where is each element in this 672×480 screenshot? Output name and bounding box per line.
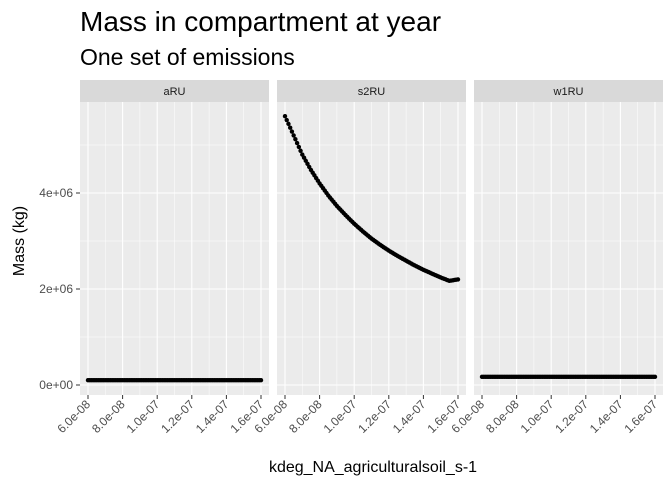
x-tick-label: 1.6e-07 [621,397,660,436]
data-point [287,125,293,130]
x-tick-label: 8.0e-08 [483,397,522,436]
data-point [652,374,658,380]
x-tick-label: 1.0e-07 [124,397,163,436]
x-tick-label: 1.4e-07 [390,397,429,436]
data-point [291,133,296,138]
x-tick-label: 1.2e-07 [552,397,591,436]
y-tick-label: 2e+06 [39,282,73,296]
data-point [298,148,303,153]
data-point [286,121,291,127]
x-tick-label: 6.0e-08 [54,397,93,436]
facet-panel: aRU [80,80,269,395]
facet-panel: s2RU [277,80,466,395]
x-tick-label: 1.0e-07 [518,397,557,436]
data-point [282,114,288,119]
x-tick-label: 8.0e-08 [89,397,128,436]
chart-title: Mass in compartment at year [80,6,441,37]
data-point [294,140,300,146]
data-point [258,378,264,383]
facet-strip [80,80,269,102]
x-tick-label: 1.2e-07 [355,397,394,436]
data-point [289,129,295,134]
facet-panel: w1RU [474,80,663,395]
facets: aRU s2RU w1RU [80,80,663,395]
x-tick-label: 8.0e-08 [286,397,325,436]
y-tick-label: 4e+06 [39,186,73,200]
facet-strip [474,80,663,102]
x-tick-label: 1.0e-07 [321,397,360,436]
facet-strip-label: w1RU [553,86,584,98]
facet-strip [277,80,466,102]
data-point [284,117,289,123]
y-axis-title: Mass (kg) [11,206,28,276]
x-axis-title: kdeg_NA_agriculturalsoil_s-1 [269,459,477,476]
facet-strip-label: aRU [163,86,185,98]
y-tick-label: 0e+00 [39,378,73,392]
chart-subtitle: One set of emissions [80,44,295,70]
x-tick-label: 1.2e-07 [158,397,197,436]
data-point [293,137,298,142]
y-axis: 0e+00 2e+06 4e+06 [39,186,80,392]
x-tick-label: 1.4e-07 [587,397,626,436]
data-point [455,277,461,282]
x-axis: 6.0e-088.0e-081.0e-071.2e-071.4e-071.6e-… [54,395,660,436]
facet-strip-label: s2RU [358,86,386,98]
x-tick-label: 1.4e-07 [193,397,232,436]
data-point [296,144,302,150]
